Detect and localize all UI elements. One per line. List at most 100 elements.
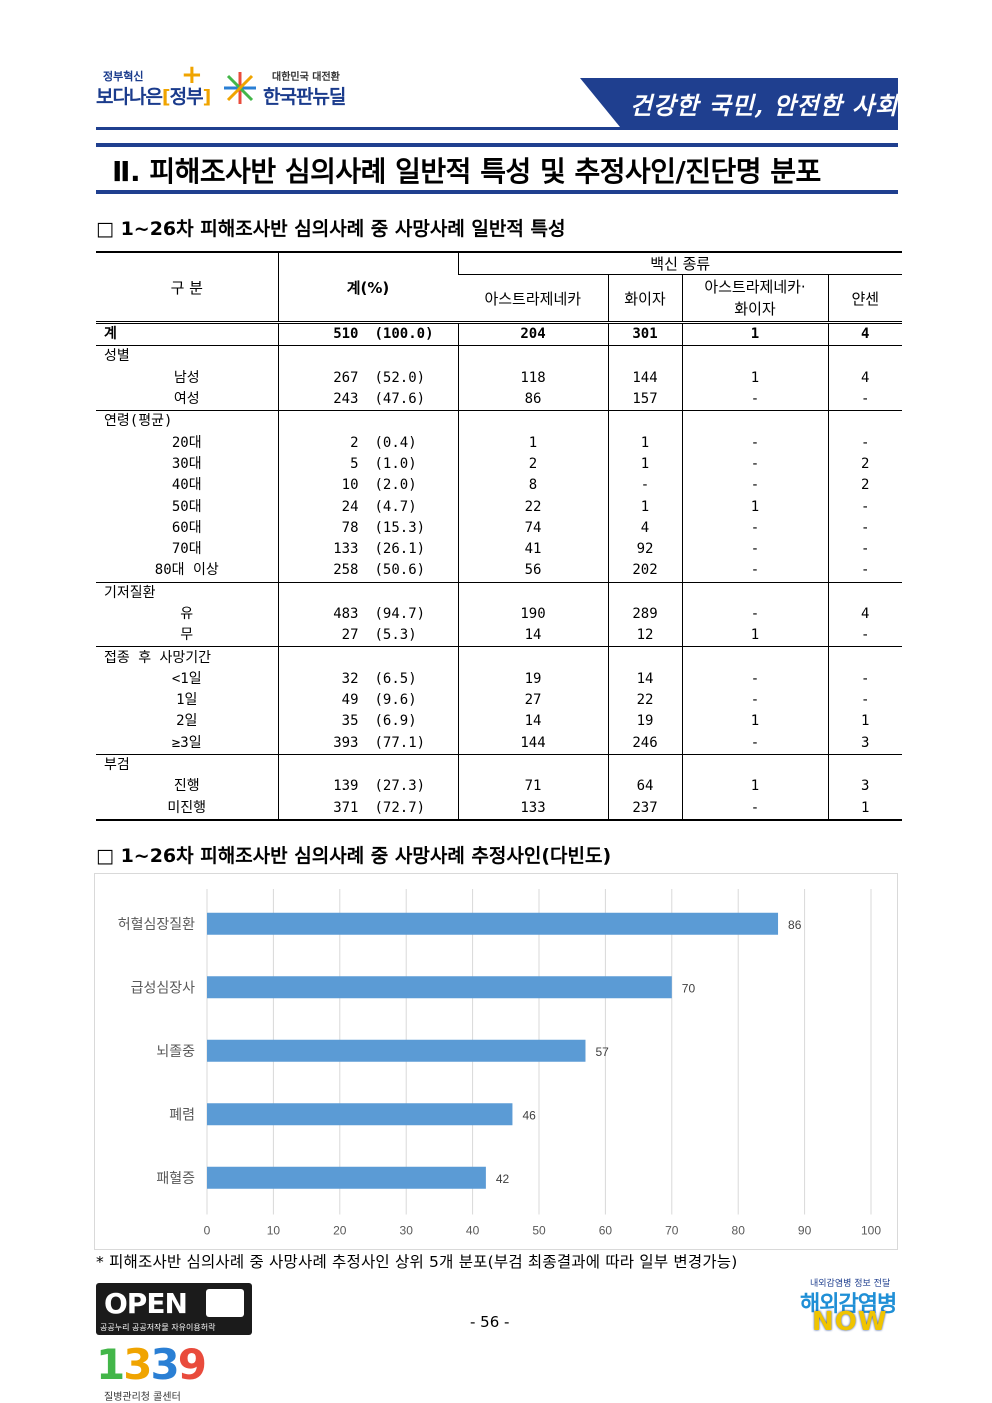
header-az-pfizer-line2: 화이자 (734, 300, 776, 318)
table-row: 80대 이상 258 (50.6) 56 202- - (96, 560, 902, 583)
row-total-percent: (94.7) (374, 606, 426, 622)
x-tick-label: 30 (400, 1224, 414, 1238)
row-total: 32 (6.5) (277, 668, 458, 691)
row-label: 성별 (96, 345, 278, 368)
row-pfizer (607, 345, 682, 368)
row-janssen: 3 (827, 732, 902, 755)
row-total (277, 410, 458, 433)
license-person-icon (206, 1289, 244, 1317)
row-total-percent: (5.3) (374, 627, 417, 644)
table-heading: □ 1~26차 피해조사반 심의사례 중 사망사례 일반적 특성 (96, 218, 566, 240)
row-label: 연령(평균) (96, 410, 278, 433)
x-tick-label: 60 (599, 1224, 613, 1238)
gov-innovation-logo: 보다나은[정부] (96, 82, 212, 109)
row-az-pfizer: - (681, 453, 828, 476)
row-pfizer: 19 (607, 711, 682, 733)
table-row: 40대 10 (2.0) 8- -2 (96, 475, 902, 497)
x-tick-label: 90 (798, 1224, 812, 1238)
row-total-count: 243 (333, 391, 359, 408)
row-total-count: 483 (333, 606, 359, 622)
category-label: 급성심장사 (131, 980, 196, 996)
banner-stripe (580, 78, 620, 127)
row-total-count: 139 (333, 778, 359, 795)
row-az-pfizer (681, 646, 828, 669)
section-title-rule-top (96, 143, 898, 147)
row-total-count: 32 (341, 670, 359, 687)
row-total-percent: (0.4) (374, 434, 417, 451)
table-row: 진행 139 (27.3) 71 64 1 3 (96, 776, 902, 798)
row-total-percent: (27.3) (374, 778, 426, 795)
row-astrazeneca: 86 (457, 388, 608, 411)
table-row: 계 510 (100.0) 204 301 1 4 (96, 322, 902, 346)
row-total-percent: (1.0) (374, 455, 417, 472)
row-az-pfizer: - (681, 475, 828, 497)
row-astrazeneca: 144 (457, 732, 608, 755)
table-row: 미진행 371 (72.7) 133 237-1 (96, 797, 902, 820)
row-az-pfizer: - (681, 668, 828, 691)
row-janssen: 1 (827, 711, 902, 733)
data-label: 57 (595, 1045, 609, 1059)
row-total: 24 (4.7) (277, 496, 458, 518)
row-total-percent: (4.7) (374, 498, 417, 515)
bracket-icon: [ (161, 86, 171, 108)
row-astrazeneca: 190 (457, 603, 608, 626)
row-astrazeneca (457, 410, 608, 433)
row-astrazeneca: 22 (457, 496, 608, 518)
header-az-pfizer-line1: 아스트라제네카· (704, 278, 806, 296)
row-label: 미진행 (167, 799, 207, 816)
x-tick-label: 50 (532, 1224, 546, 1238)
header-vaccine-type: 백신 종류 (457, 252, 902, 275)
row-az-pfizer (681, 753, 828, 777)
row-label: 80대 이상 (154, 562, 219, 579)
row-total (277, 753, 458, 777)
row-janssen: - (827, 432, 902, 454)
row-label: 여성 (173, 391, 200, 408)
row-az-pfizer: 1 (681, 776, 828, 798)
table-row: 30대 5 (1.0) 2 1-2 (96, 453, 902, 476)
row-label: 계 (104, 326, 117, 343)
row-az-pfizer: - (681, 690, 828, 712)
row-astrazeneca: 19 (457, 668, 608, 691)
bracket-close-icon: ] (202, 86, 212, 108)
row-total-percent: (47.6) (374, 391, 426, 408)
row-total-count: 27 (341, 627, 359, 644)
row-pfizer: 237 (607, 797, 682, 820)
header-janssen: 얀센 (827, 274, 902, 323)
bar (207, 976, 672, 999)
call-center-digit: 3 (150, 1340, 179, 1389)
section-title: Ⅱ. 피해조사반 심의사례 일반적 특성 및 추정사인/진단명 분포 (112, 155, 821, 188)
row-astrazeneca (457, 581, 608, 604)
row-total-percent: (100.0) (374, 326, 434, 343)
section-title-rule-bottom (96, 190, 898, 194)
row-total-percent: (52.0) (374, 369, 426, 386)
row-az-pfizer (681, 345, 828, 368)
row-total-count: 267 (333, 369, 359, 386)
row-az-pfizer (681, 410, 828, 433)
header-banner (580, 78, 898, 127)
bar (207, 912, 779, 935)
row-total: 49 (9.6) (277, 690, 458, 712)
x-tick-label: 0 (204, 1224, 211, 1238)
row-total-count: 510 (333, 326, 359, 343)
row-label: 접종 후 사망기간 (96, 646, 278, 669)
row-janssen: 4 (827, 603, 902, 626)
overseas-infection-caption: 내외감염병 정보 전달 (810, 1279, 891, 1289)
bar (207, 1103, 513, 1126)
row-total-percent: (15.3) (374, 519, 426, 536)
row-astrazeneca: 14 (457, 625, 608, 647)
x-tick-label: 20 (333, 1224, 347, 1238)
overseas-infection-now: NOW (812, 1307, 888, 1337)
row-total: 133 (26.1) (277, 538, 458, 561)
row-janssen (827, 410, 902, 433)
table-row: <1일 32 (6.5) 19 14- - (96, 668, 902, 691)
gov-innovation-logo-text-a: 보다나은 (96, 86, 163, 108)
row-az-pfizer: - (681, 517, 828, 539)
row-janssen (827, 646, 902, 669)
row-total-count: 24 (341, 498, 359, 515)
row-astrazeneca: 118 (457, 367, 608, 389)
row-label: 진행 (173, 778, 200, 795)
overseas-infection-logo: 해외감염병 (800, 1292, 897, 1317)
category-label: 폐렴 (169, 1107, 195, 1123)
row-az-pfizer: - (681, 732, 828, 755)
row-pfizer (607, 646, 682, 669)
